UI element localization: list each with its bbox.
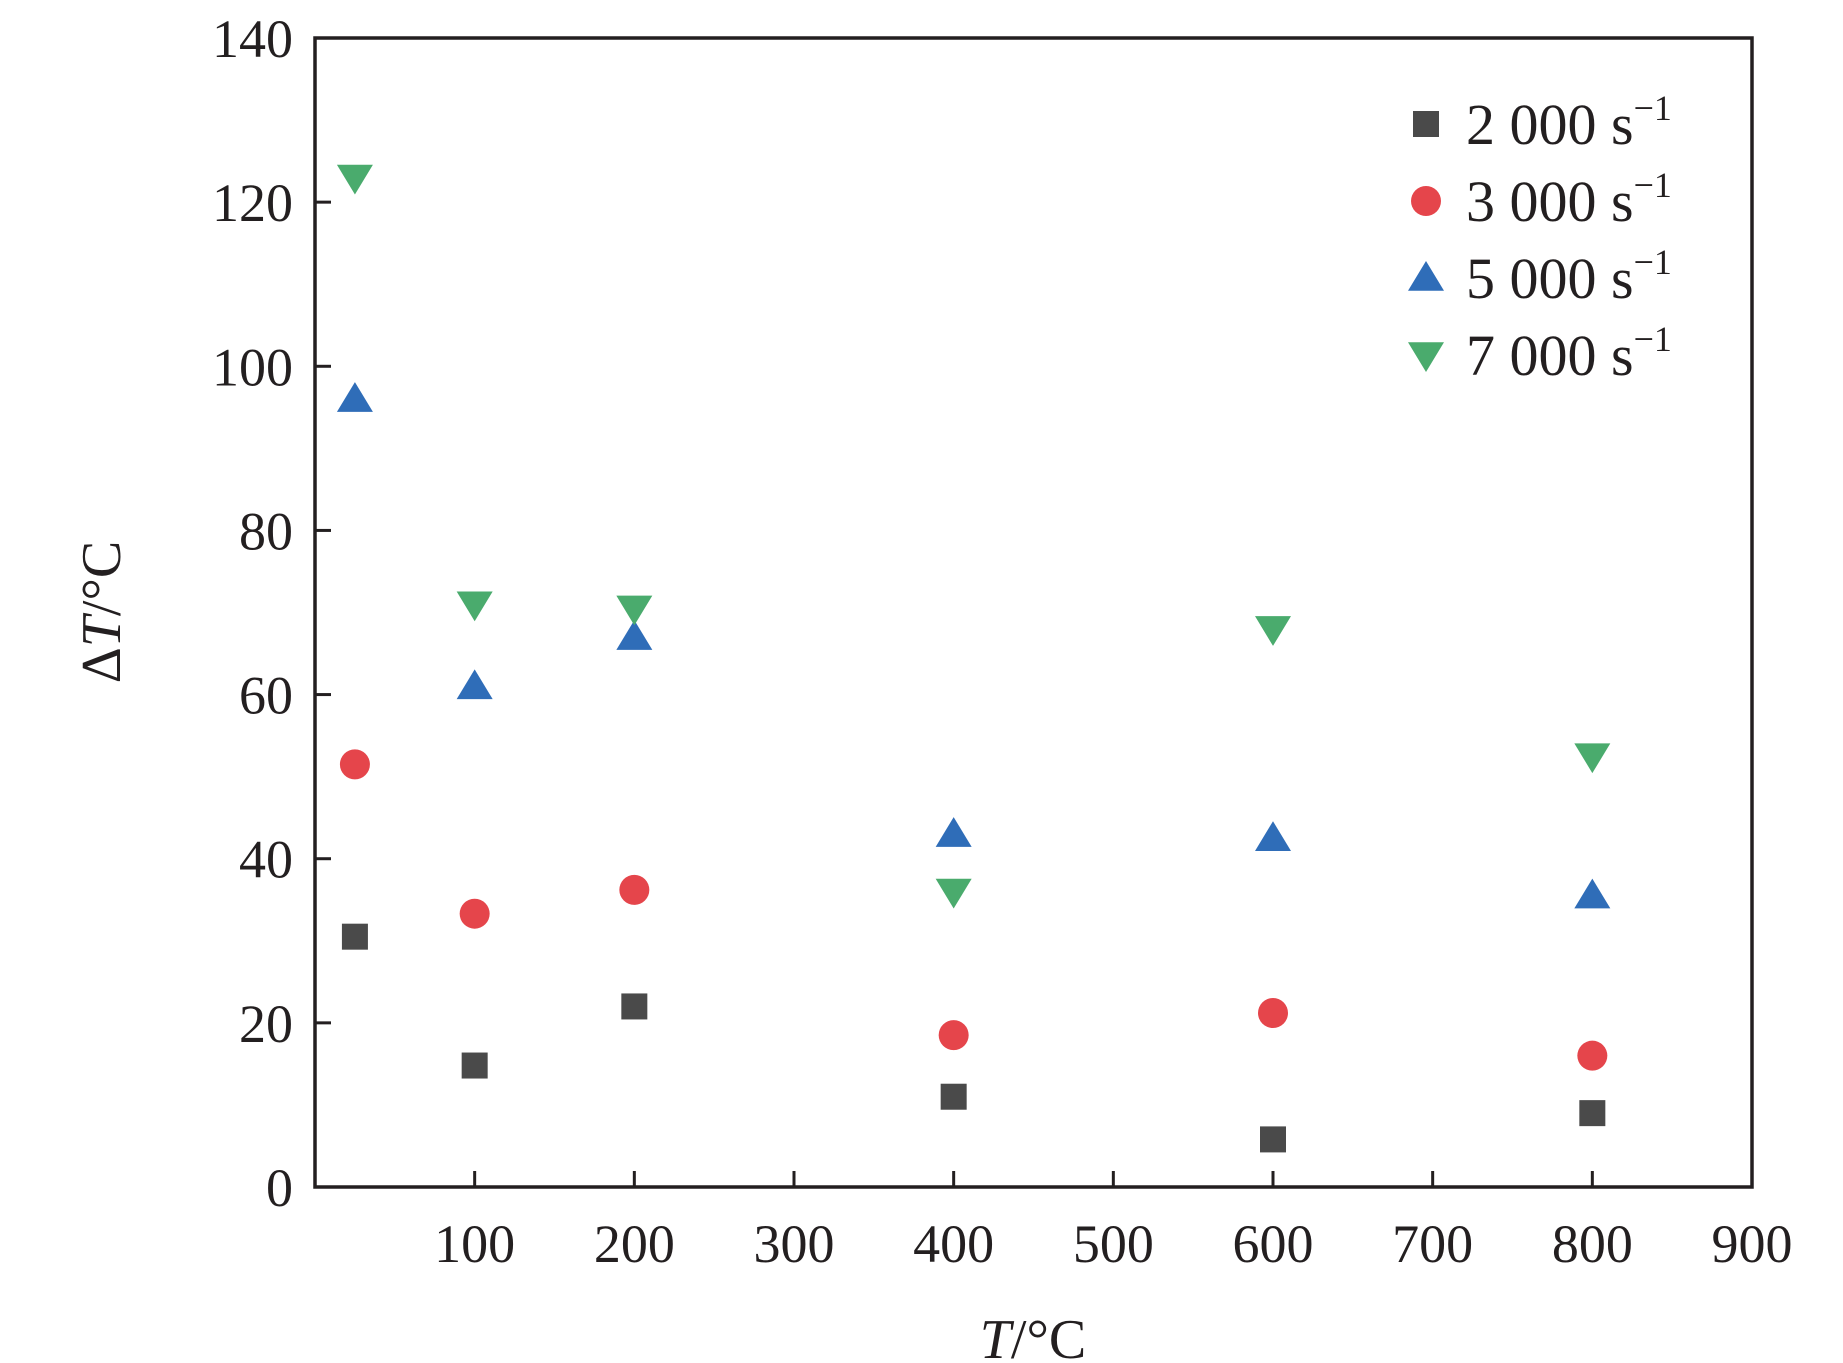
data-series (336, 164, 1611, 1153)
x-tick-label: 700 (1392, 1214, 1473, 1274)
y-tick-label: 100 (212, 337, 293, 397)
legend-item: 7 000 s−1 (1408, 319, 1672, 388)
series-2 (339, 749, 1608, 1071)
x-tick-label: 900 (1712, 1214, 1793, 1274)
data-point (341, 923, 368, 950)
y-tick-label: 120 (212, 173, 293, 233)
legend-item: 3 000 s−1 (1411, 165, 1672, 234)
plot-frame (313, 36, 1754, 1189)
data-point (339, 749, 370, 780)
legend-marker (1408, 342, 1444, 372)
data-point (621, 993, 648, 1020)
data-point (461, 1052, 488, 1079)
y-tick-label: 0 (266, 1158, 293, 1218)
x-tick-label: 100 (434, 1214, 515, 1274)
series-3 (336, 382, 1611, 909)
data-point (1574, 878, 1611, 909)
legend-marker (1413, 111, 1439, 137)
x-axis: 100 200 300 400 500 600 700 800 900 (434, 1171, 1793, 1274)
y-axis-title: ΔT/°C (71, 541, 133, 683)
x-tick-label: 300 (754, 1214, 835, 1274)
x-tick-label: 600 (1233, 1214, 1314, 1274)
data-point (1579, 1100, 1606, 1127)
y-tick-label: 20 (239, 994, 293, 1054)
data-point (935, 878, 972, 909)
series-4 (336, 164, 1611, 909)
x-tick-label: 200 (594, 1214, 675, 1274)
data-point (1258, 998, 1288, 1029)
data-point (940, 1083, 967, 1110)
data-point (1574, 743, 1611, 774)
legend-label: 3 000 s−1 (1466, 165, 1672, 234)
x-axis-title: T/°C (980, 1309, 1086, 1363)
data-point (456, 591, 493, 622)
data-point (459, 898, 490, 929)
y-tick-label: 40 (239, 830, 293, 890)
legend-label: 2 000 s−1 (1466, 88, 1672, 157)
legend-marker (1408, 261, 1444, 291)
legend: 2 000 s−1 3 000 s−1 5 000 s−1 7 000 s−1 (1408, 88, 1672, 388)
data-point (1577, 1040, 1608, 1071)
x-tick-label: 800 (1552, 1214, 1633, 1274)
legend-label: 7 000 s−1 (1466, 319, 1672, 388)
data-point (336, 164, 373, 195)
legend-item: 5 000 s−1 (1408, 242, 1672, 311)
data-point (1255, 616, 1291, 646)
data-point (616, 620, 653, 650)
data-point (336, 382, 373, 412)
data-point (456, 669, 493, 700)
data-point (935, 817, 972, 847)
data-point (616, 595, 653, 626)
legend-marker (1411, 186, 1441, 216)
y-tick-label: 80 (239, 501, 293, 561)
data-point (619, 874, 650, 905)
series-1 (341, 923, 1606, 1153)
x-tick-label: 400 (913, 1214, 994, 1274)
legend-label: 5 000 s−1 (1466, 242, 1672, 311)
x-tick-label: 500 (1073, 1214, 1154, 1274)
legend-item: 2 000 s−1 (1413, 88, 1672, 157)
data-point (938, 1020, 969, 1051)
y-tick-label: 60 (239, 666, 293, 726)
data-point (1255, 821, 1291, 851)
y-axis: 0 20 40 60 80 100 120 140 (212, 9, 331, 1218)
data-point (1260, 1126, 1286, 1153)
y-tick-label: 140 (212, 9, 293, 69)
